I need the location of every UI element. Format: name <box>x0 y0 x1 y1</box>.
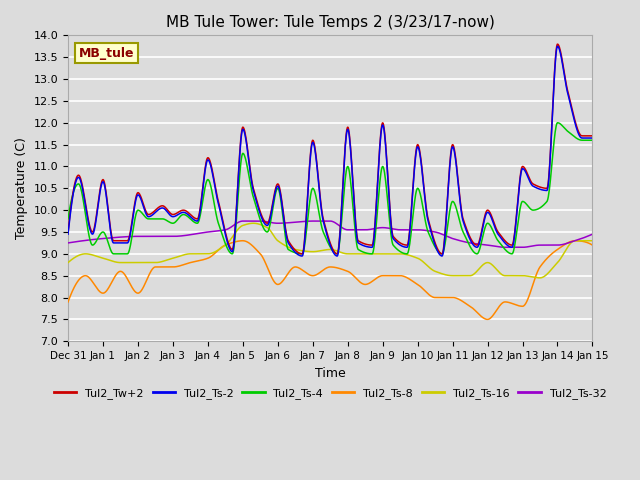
X-axis label: Time: Time <box>315 367 346 380</box>
Text: MB_tule: MB_tule <box>79 47 134 60</box>
Y-axis label: Temperature (C): Temperature (C) <box>15 137 28 239</box>
Title: MB Tule Tower: Tule Temps 2 (3/23/17-now): MB Tule Tower: Tule Temps 2 (3/23/17-now… <box>166 15 495 30</box>
Legend: Tul2_Tw+2, Tul2_Ts-2, Tul2_Ts-4, Tul2_Ts-8, Tul2_Ts-16, Tul2_Ts-32: Tul2_Tw+2, Tul2_Ts-2, Tul2_Ts-4, Tul2_Ts… <box>50 383 611 403</box>
